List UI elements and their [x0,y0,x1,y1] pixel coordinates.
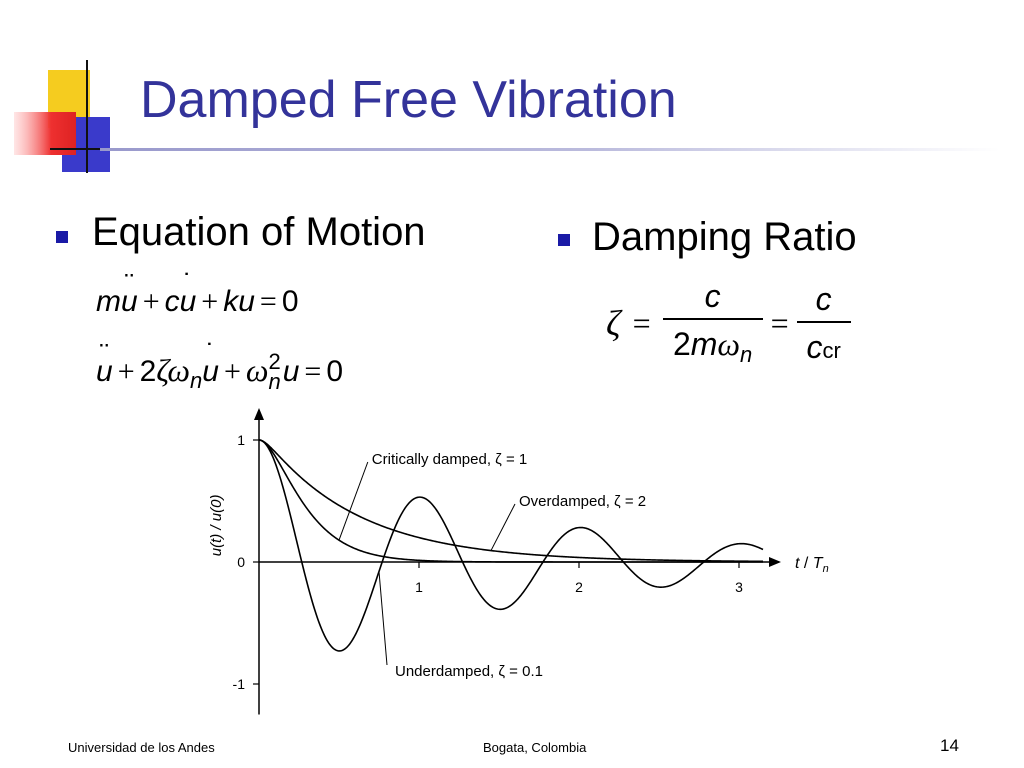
title-underline [100,148,1000,151]
x-tick-label: 2 [575,579,583,595]
footer-institution: Universidad de los Andes [68,740,215,755]
critically-damped-label-leader [338,461,369,541]
underdamped-label-leader [378,571,388,666]
slide-title: Damped Free Vibration [140,71,677,129]
page-number: 14 [940,736,959,755]
equation-of-motion: mu ¨ + cu ˙ + ku = 0 [96,268,299,318]
y-axis-arrow [254,408,264,420]
overdamped-label-leader [490,503,516,551]
bullet-marker [56,231,68,243]
x-axis-arrow [769,557,781,567]
x-tick-label: 1 [415,579,423,595]
critically-damped-curve [258,439,763,563]
x-tick-label: 3 [735,579,743,595]
y-tick-label: 1 [237,432,245,448]
x-axis-label: t / Tn [795,555,829,575]
underdamped-curve [258,439,764,652]
y-tick-label: 0 [237,554,245,570]
damping-ratio-equation: ζ = c 2mωn = c ccr [606,280,851,366]
logo-red-bar [14,112,76,155]
bullet-damping-ratio: Damping Ratio [592,215,857,259]
critically-damped-label: Critically damped, ζ = 1 [372,451,527,468]
y-axis-label: u(t) / u(0) [208,495,225,557]
normalized-equation-of-motion: u ¨ +2ζωnu ˙ + ω 2 n u = 0 [96,337,344,394]
bullet-equation-of-motion: Equation of Motion [92,210,426,254]
y-tick-label: -1 [233,676,246,692]
underdamped-label: Underdamped, ζ = 0.1 [395,663,543,680]
bullet-marker [558,234,570,246]
footer-location: Bogata, Colombia [483,740,587,755]
slide-logo [14,60,140,173]
damped-response-chart: 1 0 -1 1 2 3 u(t) / u(0) t / Tn Critically dampe… [208,408,829,715]
overdamped-label: Overdamped, ζ = 2 [519,493,646,510]
overdamped-curve [258,439,764,563]
